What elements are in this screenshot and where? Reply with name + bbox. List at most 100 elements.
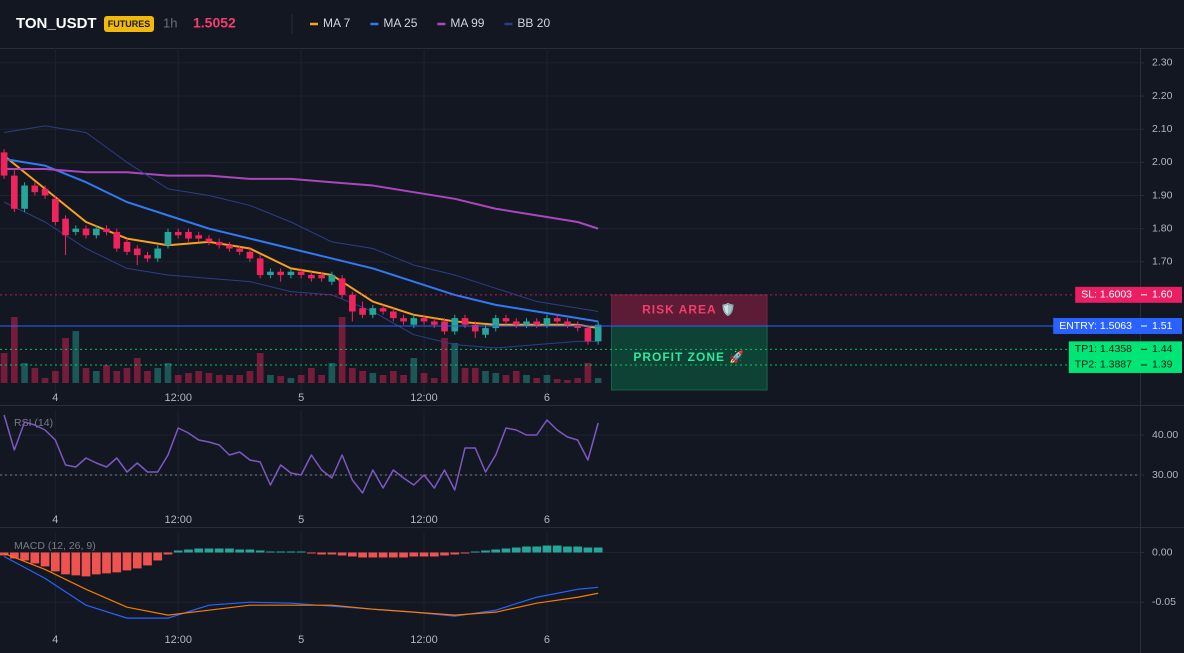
volume-bar bbox=[512, 371, 520, 383]
histogram-bar bbox=[163, 552, 173, 555]
candle-body bbox=[389, 311, 397, 319]
histogram-bar bbox=[429, 552, 439, 557]
candle-body bbox=[226, 245, 233, 249]
volume-bar bbox=[471, 368, 479, 383]
x-tick-label: 4 bbox=[52, 634, 58, 646]
candle-body bbox=[502, 318, 510, 322]
candle-body bbox=[236, 248, 244, 252]
volume-bar bbox=[328, 363, 336, 383]
histogram-bar bbox=[204, 548, 214, 553]
volume-bar bbox=[451, 343, 459, 383]
candle-body bbox=[328, 275, 336, 282]
volume-bar bbox=[51, 371, 59, 383]
candle-body bbox=[11, 175, 18, 209]
candle-body bbox=[195, 235, 203, 239]
candle-body bbox=[359, 308, 366, 315]
histogram-bar bbox=[102, 552, 111, 574]
histogram-bar bbox=[91, 552, 101, 575]
level-label-bg bbox=[1068, 341, 1182, 358]
candle-body bbox=[584, 328, 592, 342]
level-axis-label: 1.60 bbox=[1152, 289, 1173, 301]
y-tick-label: 1.90 bbox=[1152, 189, 1173, 201]
candle-body bbox=[267, 271, 274, 276]
y-tick-label: 2.20 bbox=[1152, 90, 1173, 102]
y-tick-label: 1.70 bbox=[1152, 256, 1173, 268]
volume-bar bbox=[123, 368, 131, 383]
x-tick-label: 12:00 bbox=[164, 514, 192, 526]
volume-bar bbox=[174, 375, 182, 383]
level-label: ENTRY: 1.5063 bbox=[1059, 320, 1132, 332]
volume-bar bbox=[410, 358, 418, 383]
histogram-bar bbox=[245, 549, 255, 553]
histogram-bar bbox=[30, 552, 40, 564]
candle-body bbox=[82, 228, 90, 236]
zone bbox=[610, 325, 768, 391]
y-tick-label: 40.00 bbox=[1152, 429, 1178, 441]
volume-bar bbox=[154, 368, 162, 383]
candle-body bbox=[41, 188, 49, 196]
candle-body bbox=[461, 318, 469, 325]
x-tick-label: 5 bbox=[298, 634, 304, 646]
candle-body bbox=[174, 231, 182, 236]
candle-body bbox=[523, 321, 530, 325]
level-label-bg bbox=[1075, 286, 1182, 303]
volume-bar bbox=[144, 371, 151, 383]
interval: 1h bbox=[163, 15, 177, 30]
y-tick-label: 2.10 bbox=[1152, 123, 1173, 135]
histogram-bar bbox=[593, 547, 603, 553]
histogram-bar bbox=[50, 552, 60, 572]
volume-bar bbox=[502, 375, 510, 383]
indicator-line bbox=[3, 158, 599, 323]
histogram-bar bbox=[71, 552, 81, 576]
candle-body bbox=[318, 275, 325, 279]
volume-bar bbox=[277, 376, 284, 383]
histogram-bar bbox=[501, 548, 511, 553]
volume-bar bbox=[369, 373, 377, 383]
badge-bg bbox=[104, 16, 154, 32]
histogram-bar bbox=[112, 552, 122, 573]
volume-bar bbox=[420, 373, 428, 383]
candle-body bbox=[277, 271, 284, 276]
legend-label: MA 99 bbox=[450, 16, 484, 30]
volume-bar bbox=[287, 378, 295, 383]
x-tick-label: 6 bbox=[544, 634, 550, 646]
histogram-bar bbox=[286, 551, 296, 553]
y-tick-label: 2.30 bbox=[1152, 57, 1173, 69]
x-tick-label: 5 bbox=[298, 514, 304, 526]
histogram-bar bbox=[419, 552, 429, 557]
candle-body bbox=[471, 324, 479, 332]
x-tick-label: 6 bbox=[544, 392, 550, 404]
volume-bar bbox=[318, 375, 325, 383]
volume-bar bbox=[215, 375, 223, 383]
histogram-bar bbox=[552, 545, 562, 553]
macd-line bbox=[3, 552, 599, 616]
volume-bar bbox=[236, 375, 244, 383]
histogram-bar bbox=[388, 552, 398, 558]
histogram-bar bbox=[563, 546, 572, 553]
y-tick-label: 0.00 bbox=[1152, 546, 1173, 558]
volume-bar bbox=[92, 371, 100, 383]
volume-bar bbox=[584, 363, 592, 383]
histogram-bar bbox=[132, 552, 142, 569]
histogram-bar bbox=[173, 550, 183, 553]
histogram-bar bbox=[296, 551, 306, 553]
volume-bar bbox=[461, 368, 469, 383]
histogram-bar bbox=[153, 552, 163, 561]
histogram-bar bbox=[276, 551, 285, 553]
candle-body bbox=[410, 318, 418, 325]
volume-bar bbox=[564, 380, 571, 383]
histogram-bar bbox=[347, 552, 357, 557]
candle-body bbox=[72, 228, 80, 232]
candle-body bbox=[349, 294, 356, 312]
volume-bar bbox=[226, 375, 233, 383]
histogram-bar bbox=[225, 548, 234, 553]
level-label: TP2: 1.3887 bbox=[1075, 359, 1132, 371]
indicator-line bbox=[3, 201, 599, 349]
histogram-bar bbox=[358, 552, 367, 558]
volume-bar bbox=[0, 353, 8, 383]
volume-bar bbox=[482, 371, 489, 383]
candle-body bbox=[369, 308, 377, 315]
level-axis-label: 1.39 bbox=[1152, 359, 1173, 371]
volume-bar bbox=[256, 353, 264, 383]
rsi-line bbox=[3, 414, 599, 494]
